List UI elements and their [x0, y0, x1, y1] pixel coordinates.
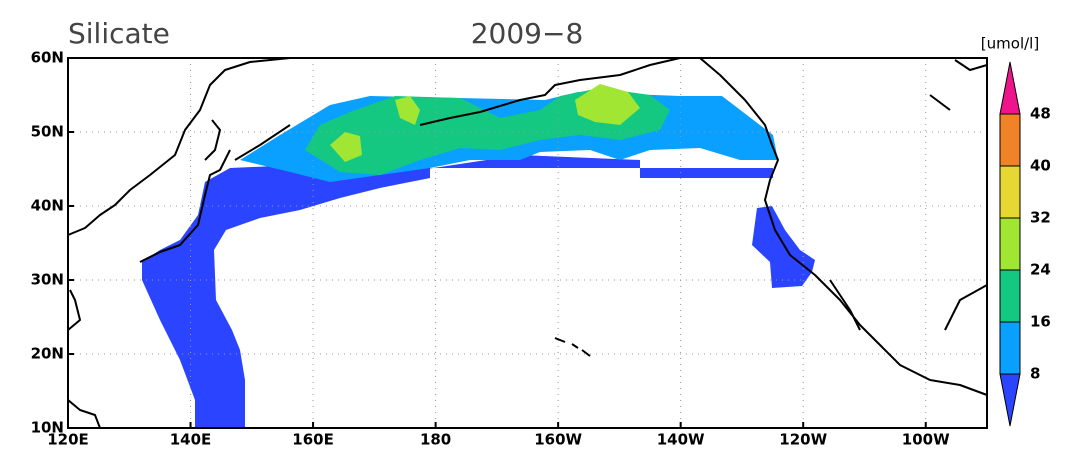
unit: [umol/l]: [981, 35, 1039, 53]
colorbar-label: 24: [1030, 261, 1051, 279]
colorbar-box: [999, 165, 1021, 219]
coastlines: [67, 57, 988, 429]
map-frame: [67, 57, 988, 429]
y-tick-label: 10N: [31, 419, 64, 437]
colorbar-label: 48: [1030, 105, 1051, 123]
y-tick-label: 40N: [31, 197, 64, 215]
colorbar-box: [999, 321, 1021, 375]
x-tick-label: 140E: [170, 431, 212, 449]
date: 2009−8: [471, 17, 584, 50]
colorbar-label: 40: [1030, 157, 1051, 175]
x-tick-label: 120E: [47, 431, 89, 449]
colorbar-box: [999, 269, 1021, 323]
y-tick-label: 20N: [31, 345, 64, 363]
colorbar-box: [999, 113, 1021, 167]
field-low: [142, 168, 430, 428]
data-field: [142, 84, 815, 428]
coast-hawaii: [554, 337, 591, 357]
x-tick-label: 180: [420, 431, 451, 449]
field-24: [330, 84, 640, 162]
coast-kuril: [234, 124, 291, 161]
coast-north-america: [419, 57, 988, 396]
y-tick-label: 30N: [31, 271, 64, 289]
x-tick-label: 120W: [779, 431, 827, 449]
colorbar-label: 32: [1030, 209, 1051, 227]
colorbar-low: [999, 373, 1021, 427]
colorbar-label: 8: [1030, 365, 1040, 383]
x-tick-label: 140W: [657, 431, 705, 449]
y-tick-label: 50N: [31, 123, 64, 141]
title: Silicate: [68, 17, 170, 50]
colorbar: 8 16 24 32 40 48: [999, 61, 1051, 427]
field-low: [752, 206, 815, 288]
x-tick-label: 100W: [902, 431, 950, 449]
field-low: [230, 155, 773, 178]
colorbar-high: [999, 61, 1021, 115]
x-tick-label: 160W: [534, 431, 582, 449]
y-tick-label: 60N: [31, 49, 64, 67]
colorbar-label: 16: [1030, 313, 1051, 331]
colorbar-box: [999, 217, 1021, 271]
x-tick-label: 160E: [292, 431, 334, 449]
coast-asia: [67, 57, 291, 429]
coast-japan: [139, 119, 231, 263]
